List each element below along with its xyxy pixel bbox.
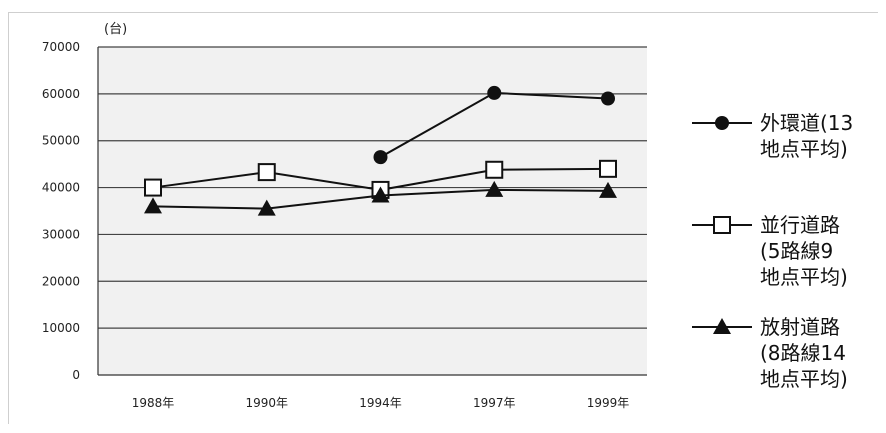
y-tick-label: 0 xyxy=(72,368,80,382)
legend-marker-triangle-icon xyxy=(692,318,752,334)
y-tick-label: 30000 xyxy=(42,227,80,241)
series-line xyxy=(380,91,609,158)
frame-top-border xyxy=(8,12,878,13)
x-tick-label: 1997年 xyxy=(473,396,516,410)
data-point xyxy=(257,199,276,216)
plot-area xyxy=(98,47,647,375)
legend-label: 外環道(13 地点平均) xyxy=(760,111,854,161)
x-tick-label: 1999年 xyxy=(587,396,630,410)
data-point xyxy=(485,160,504,179)
data-point xyxy=(373,150,388,165)
y-tick-label: 40000 xyxy=(42,181,80,195)
y-tick-label: 70000 xyxy=(42,40,80,54)
data-point xyxy=(485,180,504,197)
data-point xyxy=(371,186,390,203)
x-tick-label: 1994年 xyxy=(359,396,402,410)
data-point xyxy=(257,163,276,182)
data-point xyxy=(601,91,615,106)
data-point xyxy=(144,197,162,214)
y-tick-label: 60000 xyxy=(42,87,80,101)
data-point xyxy=(599,181,617,198)
x-tick-label: 1990年 xyxy=(245,396,288,410)
y-tick-label: 50000 xyxy=(42,134,80,148)
y-unit-label: (台) xyxy=(104,22,127,37)
legend-label: 放射道路 (8路線14 地点平均) xyxy=(760,315,848,391)
legend-label: 並行道路 (5路線9 地点平均) xyxy=(760,213,848,289)
data-point xyxy=(599,159,617,178)
y-tick-label: 10000 xyxy=(42,321,80,335)
x-tick-label: 1988年 xyxy=(132,396,175,410)
legend-marker-square-icon xyxy=(692,216,752,234)
data-point xyxy=(487,85,502,100)
y-tick-label: 20000 xyxy=(42,274,80,288)
legend-marker-circle-icon xyxy=(692,116,752,130)
frame-left-border xyxy=(8,12,9,424)
data-point xyxy=(144,178,162,197)
